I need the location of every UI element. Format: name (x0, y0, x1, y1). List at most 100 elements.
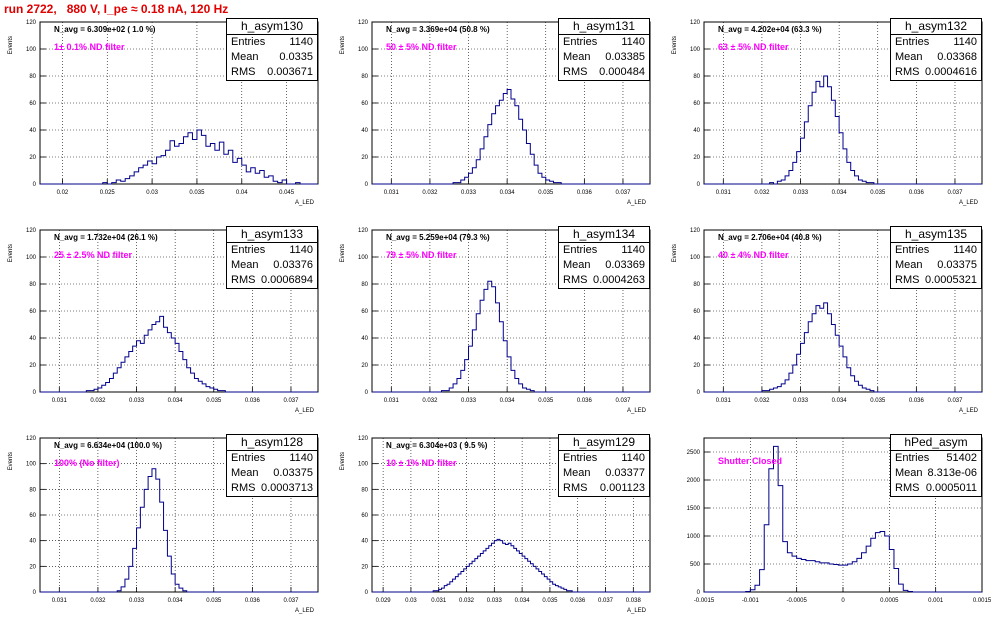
stats-row-mean: Mean 0.03377 (559, 466, 649, 481)
stats-row-mean: Mean 0.03376 (227, 258, 317, 273)
x-tick-label: 0.032 (459, 598, 475, 604)
filter-label: 1± 0.1% ND filter (54, 42, 125, 52)
y-axis-label: Events (8, 244, 14, 262)
y-tick-label: 40 (361, 539, 368, 545)
y-tick-label: 80 (29, 282, 36, 288)
filter-label: Shutter Closed (718, 456, 783, 466)
y-tick-label: 80 (693, 282, 700, 288)
plot-frame (703, 21, 983, 185)
x-tick-label: 0.03 (146, 190, 158, 196)
histogram-name: hPed_asym (891, 435, 981, 451)
x-tick-label: 0.033 (461, 190, 477, 196)
x-tick-label: 0.033 (793, 190, 809, 196)
stats-row-entries: Entries 1140 (227, 243, 317, 258)
y-tick-label: 120 (358, 228, 369, 234)
x-axis-label: A_LED (295, 200, 315, 206)
stats-label: RMS (563, 482, 588, 494)
stats-value: 0.03375 (273, 467, 313, 479)
stats-row-rms: RMS 0.0004263 (559, 273, 649, 288)
stats-box: hPed_asym Entries 51402 Mean 8.313e-06 RMS 0.0… (890, 434, 982, 497)
stats-label: Mean (895, 51, 923, 63)
stats-row-rms: RMS 0.0004616 (891, 65, 981, 80)
x-tick-label: 0.001 (928, 598, 944, 604)
y-tick-label: 20 (361, 363, 368, 369)
stats-row-entries: Entries 1140 (559, 35, 649, 50)
x-tick-label: 0.031 (384, 190, 400, 196)
stats-label: RMS (563, 66, 588, 78)
stats-label: Mean (231, 467, 259, 479)
x-tick-label: 0.0005 (880, 598, 899, 604)
histogram-line (40, 468, 318, 593)
stats-row-entries: Entries 1140 (227, 35, 317, 50)
stats-value: 1140 (953, 36, 977, 48)
histogram-svg: 0.031 0.032 0.033 0.034 0.035 0.036 0.037 0 20 40… (8, 436, 319, 614)
y-tick-label: 120 (26, 228, 37, 234)
filter-label: 63 ± 5% ND filter (718, 42, 789, 52)
histogram-line (40, 315, 318, 393)
x-tick-label: 0.045 (279, 190, 295, 196)
y-tick-label: 60 (361, 101, 368, 107)
y-axis-label: Events (340, 452, 346, 470)
stats-value: 0.0004616 (925, 66, 977, 78)
x-tick-label: 0.031 (431, 598, 447, 604)
y-axis-label: Events (672, 244, 678, 262)
x-axis-label: A_LED (295, 608, 315, 614)
histogram-svg: 0.031 0.032 0.033 0.034 0.035 0.036 0.037 0 20 40… (672, 228, 983, 414)
y-tick-label: 60 (361, 513, 368, 519)
y-tick-label: 40 (361, 336, 368, 342)
x-tick-label: 0.037 (947, 190, 963, 196)
stats-value: 0.000484 (599, 66, 645, 78)
histogram-pad-h_asym128: 0.031 0.032 0.033 0.034 0.035 0.036 0.037 0 20 40… (0, 434, 332, 622)
filter-label: 100% (No filter) (54, 458, 120, 468)
plot-frame (703, 229, 983, 393)
stats-label: RMS (895, 66, 920, 78)
y-tick-label: 20 (29, 363, 36, 369)
x-tick-label: 0.031 (716, 190, 732, 196)
y-tick-label: 0 (33, 390, 37, 396)
stats-row-entries: Entries 1140 (891, 243, 981, 258)
x-tick-label: 0 (841, 598, 845, 604)
x-axis-label: A_LED (959, 200, 979, 206)
x-tick-label: 0.034 (515, 598, 531, 604)
y-tick-label: 120 (26, 436, 37, 442)
stats-label: RMS (231, 274, 256, 286)
histogram-line (40, 129, 318, 185)
x-axis-label: A_LED (627, 408, 647, 414)
stats-box: h_asym135 Entries 1140 Mean 0.03375 RMS 0.0005… (890, 226, 982, 289)
plot-frame (39, 229, 319, 393)
x-tick-label: 0.033 (487, 598, 503, 604)
y-tick-label: 0 (697, 390, 701, 396)
y-tick-label: 0 (697, 182, 701, 188)
stats-value: 1140 (621, 452, 645, 464)
y-tick-label: 20 (29, 155, 36, 161)
y-tick-label: 0 (365, 390, 369, 396)
stats-row-rms: RMS 0.0005011 (891, 481, 981, 496)
histogram-pad-h_asym133: 0.031 0.032 0.033 0.034 0.035 0.036 0.037 0 20 40… (0, 226, 332, 422)
stats-value: 0.03375 (937, 259, 977, 271)
y-tick-label: 80 (29, 487, 36, 493)
histogram-pad-h_asym130: 0.02 0.025 0.03 0.035 0.04 0.045 0 20 40 60 80 100 1… (0, 18, 332, 214)
filter-label: 50 ± 5% ND filter (386, 42, 457, 52)
y-tick-label: 40 (693, 128, 700, 134)
y-tick-label: 120 (358, 436, 369, 442)
histogram-pad-h_asym129: 0.029 0.03 0.031 0.032 0.033 0.034 0.035 0.036 0… (332, 434, 664, 622)
y-tick-label: 100 (358, 462, 369, 468)
x-axis-label: A_LED (959, 408, 979, 414)
y-tick-label: 60 (29, 309, 36, 315)
plot-frame (39, 437, 319, 593)
plot-frame (371, 229, 651, 393)
y-tick-label: 40 (361, 128, 368, 134)
histogram-name: h_asym133 (227, 227, 317, 243)
stats-row-mean: Mean 0.03369 (559, 258, 649, 273)
y-tick-label: 1500 (687, 506, 701, 512)
y-tick-label: 40 (29, 128, 36, 134)
stats-label: RMS (895, 482, 920, 494)
stats-row-mean: Mean 0.0335 (227, 50, 317, 65)
x-tick-label: -0.001 (742, 598, 760, 604)
x-tick-label: 0.031 (52, 598, 68, 604)
y-axis-label: Events (340, 36, 346, 54)
y-tick-label: 60 (693, 101, 700, 107)
histogram-name: h_asym130 (227, 19, 317, 35)
x-tick-label: 0.035 (189, 190, 205, 196)
stats-box: h_asym132 Entries 1140 Mean 0.03368 RMS 0.0004… (890, 18, 982, 81)
